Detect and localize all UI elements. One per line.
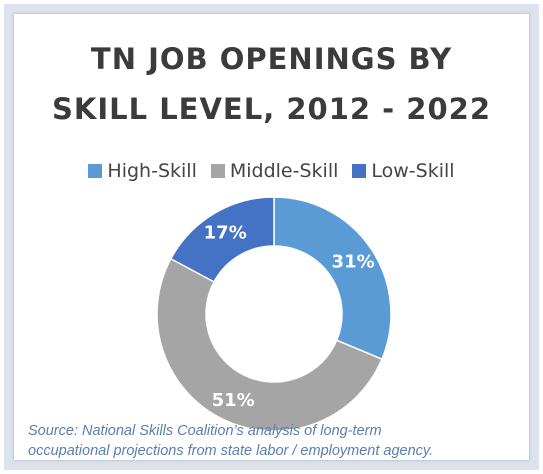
legend-label-middle-skill: Middle-Skill (229, 160, 339, 182)
chart-title-line-2: SKILL LEVEL, 2012 - 2022 (52, 92, 491, 126)
donut-chart: 31% 51% 17% (156, 196, 392, 432)
legend-label-high-skill: High-Skill (107, 160, 197, 182)
slice-low-skill (169, 196, 275, 283)
data-label-low-skill: 17% (204, 222, 247, 243)
legend-item-middle-skill: Middle-Skill (210, 160, 339, 182)
legend-swatch-middle-skill (210, 164, 225, 178)
chart-source-note: Source: National Skills Coalition’s anal… (28, 421, 528, 461)
legend-swatch-low-skill (352, 164, 367, 178)
chart-legend: High-Skill Middle-Skill Low-Skill (14, 160, 529, 182)
legend-label-low-skill: Low-Skill (371, 160, 455, 182)
slice-high-skill (273, 196, 392, 361)
data-label-middle-skill: 51% (212, 390, 255, 411)
legend-item-low-skill: Low-Skill (352, 160, 455, 182)
chart-title-line-1: TN JOB OPENINGS BY (90, 42, 453, 76)
source-line-1: Source: National Skills Coalition’s anal… (28, 423, 382, 439)
chart-frame: TN JOB OPENINGS BY SKILL LEVEL, 2012 - 2… (4, 4, 539, 470)
source-line-2: occupational projections from state labo… (28, 443, 434, 459)
legend-item-high-skill: High-Skill (88, 160, 197, 182)
legend-swatch-high-skill (88, 164, 103, 178)
data-label-high-skill: 31% (332, 251, 375, 272)
chart-panel: TN JOB OPENINGS BY SKILL LEVEL, 2012 - 2… (14, 14, 529, 460)
slice-middle-skill (156, 257, 383, 432)
